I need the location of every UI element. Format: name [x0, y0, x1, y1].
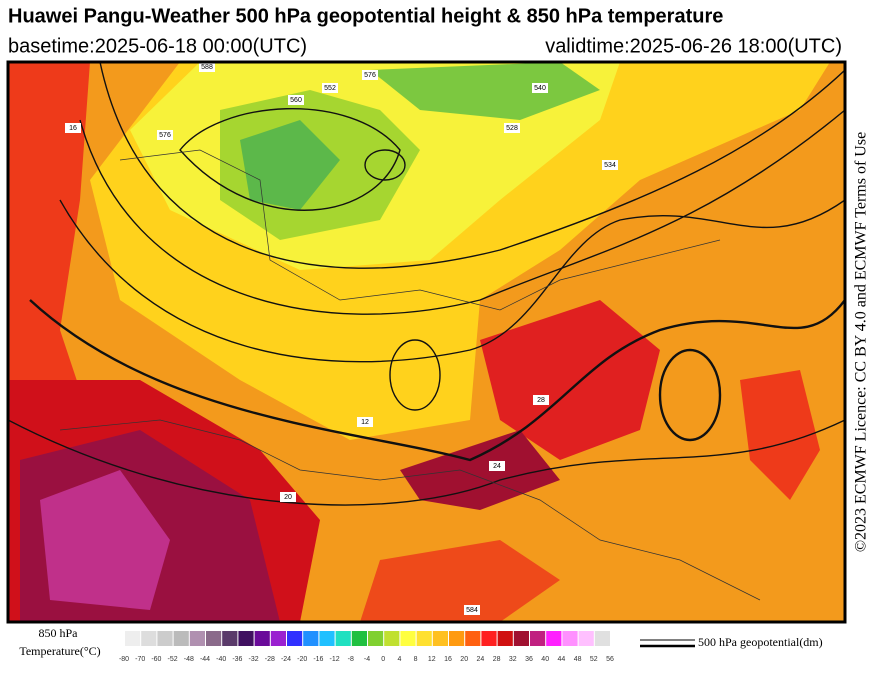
colorbar-tick: -44 — [200, 656, 210, 663]
contour-label-bg — [532, 83, 548, 93]
contour-label: 576 — [159, 132, 171, 139]
colorbar-tick: -36 — [232, 656, 242, 663]
contour-label-bg — [533, 395, 549, 405]
color-swatch — [238, 631, 254, 646]
color-swatch — [530, 631, 546, 646]
contour-label-bg — [199, 62, 215, 72]
contour-label: 528 — [506, 125, 518, 132]
contour-label-bg — [362, 70, 378, 80]
contour-label-bg — [280, 492, 296, 502]
color-swatch — [173, 631, 189, 646]
colorbar-tick: 36 — [525, 656, 533, 663]
color-swatch — [416, 631, 432, 646]
contour-label-bg — [157, 130, 173, 140]
color-swatch — [594, 631, 610, 646]
color-swatch — [270, 631, 286, 646]
contour-label: 576 — [364, 72, 376, 79]
colorbar-tick: 28 — [493, 656, 501, 663]
colorbar-tick: 44 — [558, 656, 566, 663]
colorbar-tick: 4 — [397, 656, 401, 663]
contour-label: 588 — [201, 64, 213, 71]
color-swatch — [141, 631, 157, 646]
colorbar-tick: -48 — [184, 656, 194, 663]
colorbar-tick: 8 — [414, 656, 418, 663]
color-swatch — [465, 631, 481, 646]
legend-title: Temperature(°C) — [19, 644, 100, 658]
colorbar-tick: 12 — [428, 656, 436, 663]
contour-label: 16 — [69, 125, 77, 132]
color-swatch — [319, 631, 335, 646]
contour-label-bg — [357, 417, 373, 427]
legend-label: 500 hPa geopotential(dm) — [698, 635, 823, 649]
color-swatch — [189, 631, 205, 646]
contour-label: 24 — [493, 463, 501, 470]
contour-label: 12 — [361, 419, 369, 426]
color-swatch — [497, 631, 513, 646]
contour-label-bg — [464, 605, 480, 615]
colorbar-tick: -4 — [364, 656, 370, 663]
color-swatch — [449, 631, 465, 646]
colorbar-tick: 56 — [606, 656, 614, 663]
color-swatch — [384, 631, 400, 646]
color-swatch — [432, 631, 448, 646]
color-swatch — [335, 631, 351, 646]
map: 588 576 560 552 540 528 534 584 576 16 12 20 24 28 — [8, 62, 845, 622]
colorbar-tick: 40 — [541, 656, 549, 663]
color-swatch — [562, 631, 578, 646]
colorbar-tick: 32 — [509, 656, 517, 663]
colorbar-tick: -80 — [119, 656, 129, 663]
colorbar-tick: 52 — [590, 656, 598, 663]
color-swatch — [254, 631, 270, 646]
contour-label-bg — [65, 123, 81, 133]
color-swatch — [578, 631, 594, 646]
colorbar-tick: -52 — [168, 656, 178, 663]
color-swatch — [513, 631, 529, 646]
map-frame — [6, 60, 847, 624]
colorbar-tick: 48 — [574, 656, 582, 663]
contour-label-bg — [504, 123, 520, 133]
contour-label-bg — [602, 160, 618, 170]
color-swatch — [125, 631, 141, 646]
contour-label: 540 — [534, 85, 546, 92]
contour-label: 584 — [466, 607, 478, 614]
licence: ©2023 ECMWF Licence: CC BY 4.0 and ECMWF… — [853, 132, 870, 552]
contour-label-bg — [322, 83, 338, 93]
colorbar-tick: -32 — [249, 656, 259, 663]
color-swatch — [481, 631, 497, 646]
colorbar-tick: -20 — [297, 656, 307, 663]
colorbar-tick: 0 — [381, 656, 385, 663]
colorbar-tick: 16 — [444, 656, 452, 663]
basetime: basetime:2025-06-18 00:00(UTC) — [8, 35, 307, 57]
color-swatch — [287, 631, 303, 646]
colorbar-tick: -12 — [330, 656, 340, 663]
contour-label: 552 — [324, 85, 336, 92]
colorbar-tick: -60 — [151, 656, 161, 663]
colorbar-tick: -70 — [135, 656, 145, 663]
color-swatch — [157, 631, 173, 646]
colorbar-tick: 24 — [477, 656, 485, 663]
validtime: validtime:2025-06-26 18:00(UTC) — [545, 35, 842, 57]
title: Huawei Pangu-Weather 500 hPa geopotentia… — [8, 5, 723, 27]
contour-label: 28 — [537, 397, 545, 404]
color-swatch — [400, 631, 416, 646]
colorbar-tick: -28 — [265, 656, 275, 663]
color-swatch — [222, 631, 238, 646]
color-swatch — [206, 631, 222, 646]
colorbar-tick: -8 — [348, 656, 354, 663]
contour-label: 560 — [290, 97, 302, 104]
color-swatch — [368, 631, 384, 646]
colorbar-tick: -16 — [313, 656, 323, 663]
contour-label-bg — [288, 95, 304, 105]
colorbar-tick: 20 — [460, 656, 468, 663]
colorbar-tick: -24 — [281, 656, 291, 663]
color-swatch — [546, 631, 562, 646]
color-swatch — [351, 631, 367, 646]
colorbar-tick: -40 — [216, 656, 226, 663]
color-swatch — [303, 631, 319, 646]
contour-label: 20 — [284, 494, 292, 501]
legend-title: 850 hPa — [39, 626, 79, 640]
contour-label: 534 — [604, 162, 616, 169]
contour-label-bg — [489, 461, 505, 471]
